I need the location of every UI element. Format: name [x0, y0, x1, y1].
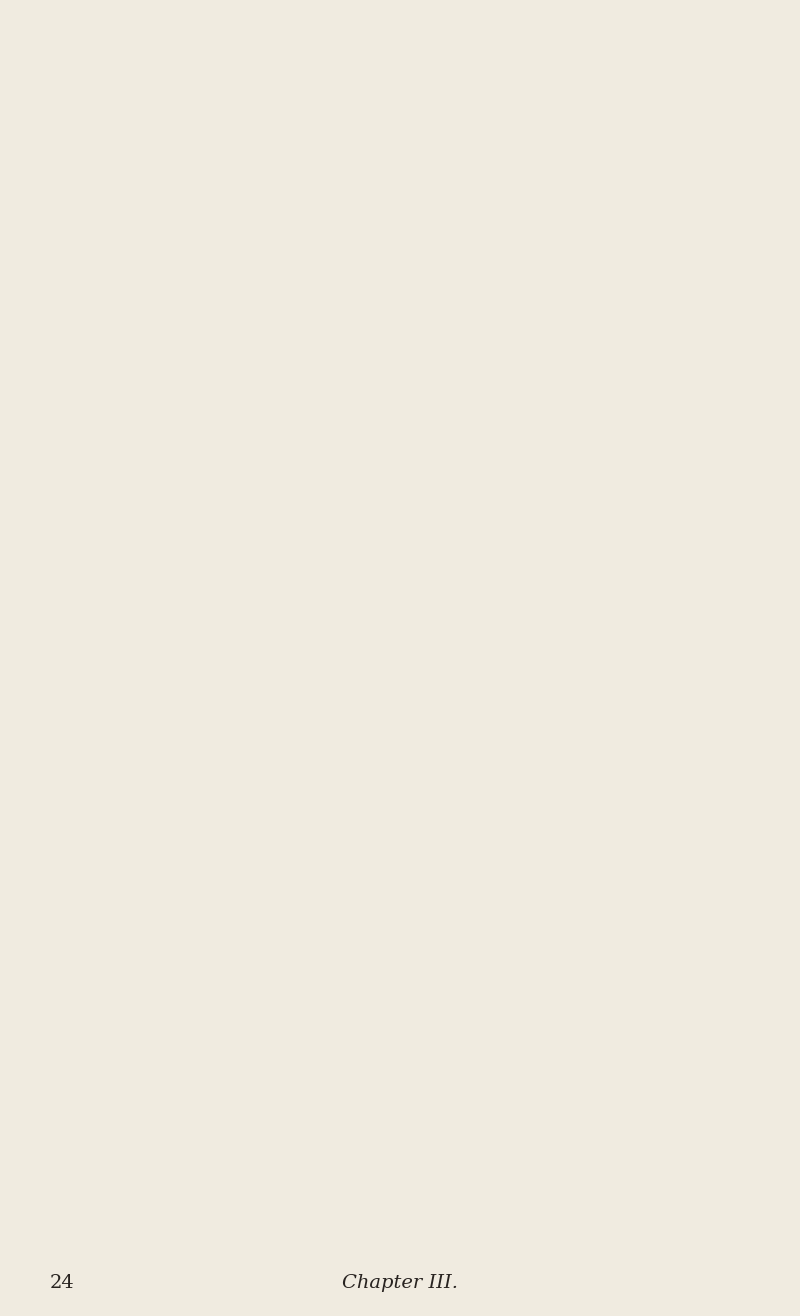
Text: 24: 24: [50, 1274, 74, 1292]
Text: Chapter III.: Chapter III.: [342, 1274, 458, 1292]
